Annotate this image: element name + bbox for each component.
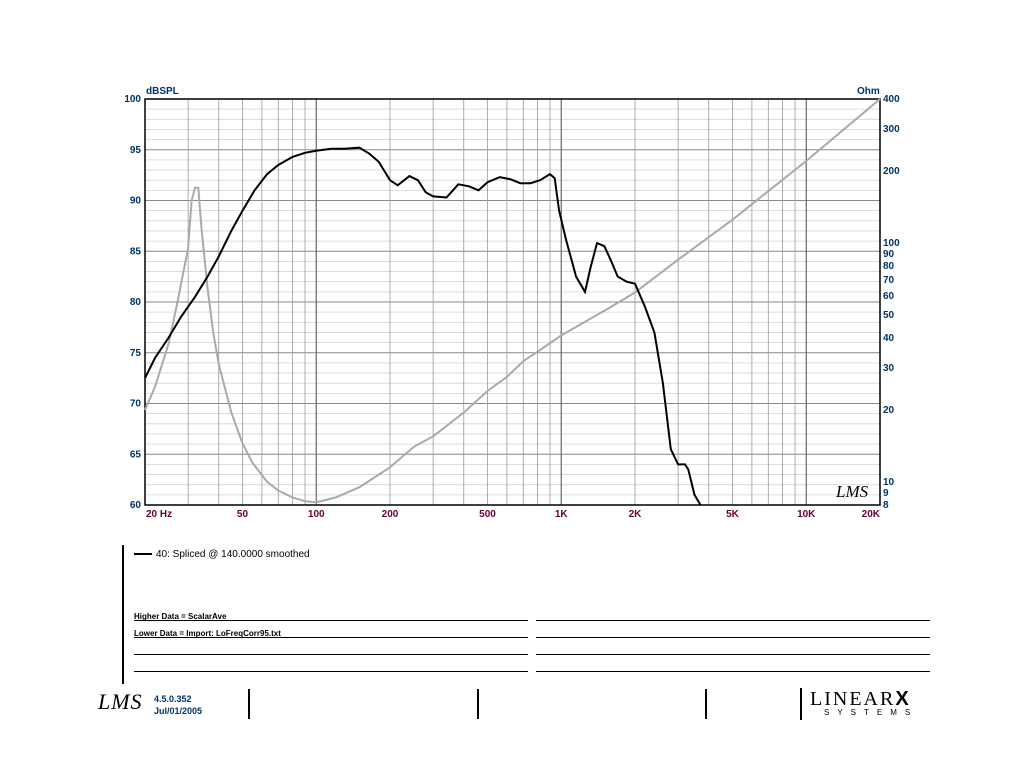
note-line (134, 637, 528, 638)
linearx-brand-x: X (895, 688, 911, 710)
left-tick-label: 60 (130, 500, 142, 511)
left-axis-label: dBSPL (146, 86, 179, 97)
left-tick-label: 100 (124, 94, 141, 105)
note-line (536, 637, 930, 638)
left-tick-label: 90 (130, 196, 142, 207)
right-tick-label: 60 (883, 291, 895, 302)
linearx-brand-main: LINEAR (810, 688, 896, 710)
x-tick-label: 20K (862, 509, 881, 520)
x-tick-label: 200 (382, 509, 399, 520)
x-tick-label: 2K (629, 509, 643, 520)
right-tick-label: 10 (883, 477, 895, 488)
footer-divider (248, 689, 250, 719)
x-tick-label: 5K (726, 509, 740, 520)
left-tick-label: 70 (130, 399, 142, 410)
version-date: Jul/01/2005 (154, 706, 203, 716)
x-tick-label: 10K (797, 509, 816, 520)
legend-label: 40: Spliced @ 140.0000 smoothed (156, 549, 310, 560)
version-info: 4.5.0.352 Jul/01/2005 (154, 693, 202, 717)
note-line (134, 671, 528, 672)
right-tick-label: 80 (883, 261, 895, 272)
note-line (536, 671, 930, 672)
plot-frame (144, 98, 881, 506)
note-lower-data: Lower Data = Import: LoFreqCorr95.txt (134, 629, 281, 638)
left-tick-label: 95 (130, 145, 142, 156)
note-line (134, 620, 528, 621)
x-tick-label: 50 (237, 509, 249, 520)
x-tick-label: 1K (555, 509, 569, 520)
right-tick-label: 100 (883, 238, 900, 249)
right-tick-label: 70 (883, 275, 895, 286)
legend-swatch (134, 553, 152, 556)
version-number: 4.5.0.352 (154, 694, 192, 704)
footer-divider (705, 689, 707, 719)
note-higher-data: Higher Data = ScalarAve (134, 612, 227, 621)
x-axis-ticks: 20 Hz 50 100 200 500 1K 2K 5K 10K 20K (146, 509, 881, 520)
left-tick-label: 65 (130, 449, 142, 460)
footer-divider (477, 689, 479, 719)
note-line (134, 654, 528, 655)
right-tick-label: 400 (883, 94, 900, 105)
left-tick-label: 75 (130, 348, 142, 359)
right-tick-label: 200 (883, 166, 900, 177)
right-axis-label: Ohm (857, 86, 880, 97)
impedance-curve (144, 98, 881, 504)
note-line (536, 654, 930, 655)
x-tick-label: 100 (308, 509, 325, 520)
x-tick-label: 500 (479, 509, 496, 520)
lms-logo: LMS (98, 689, 143, 714)
right-tick-label: 40 (883, 333, 895, 344)
chart-grid (145, 99, 880, 505)
spl-curve (144, 146, 702, 506)
chart-lms-watermark: LMS (835, 482, 869, 501)
right-tick-label: 20 (883, 405, 895, 416)
linearx-logo: LINEARX SYSTEMS (800, 688, 937, 720)
note-line (536, 620, 930, 621)
right-tick-label: 9 (883, 488, 889, 499)
right-tick-label: 50 (883, 310, 895, 321)
linearx-brand-sub: SYSTEMS (824, 708, 919, 717)
right-tick-label: 30 (883, 363, 895, 374)
right-tick-label: 90 (883, 249, 895, 260)
right-tick-label: 8 (883, 500, 889, 511)
left-tick-label: 80 (130, 297, 142, 308)
x-tick-label: 20 Hz (146, 509, 172, 520)
right-tick-label: 300 (883, 124, 900, 135)
notes-panel: Higher Data = ScalarAve Lower Data = Imp… (122, 604, 934, 684)
left-axis-ticks: 60 65 70 75 80 85 90 95 100 (124, 94, 141, 511)
legend-entry: 40: Spliced @ 140.0000 smoothed (134, 549, 310, 560)
left-tick-label: 85 (130, 246, 142, 257)
